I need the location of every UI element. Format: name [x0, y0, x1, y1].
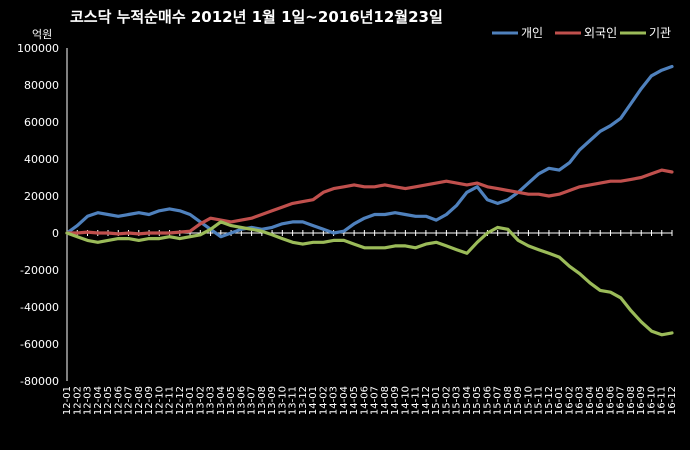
y-tick-label: -80000: [20, 375, 59, 388]
x-tick-label: 13-06: [236, 386, 247, 415]
x-tick-label: 12-01: [62, 386, 73, 415]
x-tick-label: 14-07: [370, 386, 381, 415]
y-axis-ticks: 100000 80000 60000 40000 20000 0 -20000 -40000 -…: [17, 42, 59, 388]
x-tick-label: 12-11: [165, 386, 176, 415]
x-tick-label: 16-08: [626, 386, 637, 415]
x-tick-label: 14-08: [380, 386, 391, 415]
x-tick-label: 16-03: [575, 386, 586, 415]
x-tick-label: 13-07: [247, 386, 258, 415]
x-tick-label: 16-05: [595, 386, 606, 415]
legend: 개인 외국인 기관: [492, 26, 671, 40]
series-line-2: [65, 220, 674, 337]
x-tick-label: 14-03: [329, 386, 340, 415]
x-tick-label: 15-10: [523, 386, 534, 415]
y-tick-label: -40000: [20, 301, 59, 314]
x-tick-label: 15-02: [441, 386, 452, 415]
x-tick-label: 12-10: [154, 386, 165, 415]
x-tick-label: 14-06: [359, 386, 370, 415]
y-tick-label: 0: [52, 227, 59, 240]
x-tick-label: 15-09: [513, 386, 524, 415]
x-tick-label: 14-05: [349, 386, 360, 415]
x-tick-label: 12-02: [72, 386, 83, 415]
y-tick-label: 100000: [17, 42, 59, 55]
legend-label-2: 기관: [649, 26, 671, 40]
x-tick-label: 13-09: [267, 386, 278, 415]
x-tick-label: 15-11: [534, 386, 545, 415]
x-tick-label: 15-12: [544, 386, 555, 415]
x-tick-label: 15-03: [452, 386, 463, 415]
x-tick-label: 12-12: [175, 386, 186, 415]
x-tick-label: 15-08: [503, 386, 514, 415]
x-tick-label: 15-01: [431, 386, 442, 415]
x-axis: 12-01 12-02 12-03 12-04 12-05 12-06 12-07 12-08…: [62, 48, 678, 415]
x-tick-label: 13-08: [257, 386, 268, 415]
x-tick-label: 15-05: [472, 386, 483, 415]
x-tick-label: 16-10: [646, 386, 657, 415]
series-line-1: [65, 168, 674, 236]
x-tick-label: 14-11: [411, 386, 422, 415]
x-tick-label: 14-10: [400, 386, 411, 415]
legend-label-0: 개인: [521, 26, 543, 40]
x-tick-label: 13-01: [185, 386, 196, 415]
x-tick-label: 14-09: [390, 386, 401, 415]
x-tick-label: 16-07: [616, 386, 627, 415]
x-tick-label: 12-03: [83, 386, 94, 415]
series-line-0: [65, 64, 674, 239]
x-tick-label: 13-11: [288, 386, 299, 415]
x-tick-label: 15-07: [493, 386, 504, 415]
x-tick-label: 16-01: [554, 386, 565, 415]
x-tick-label: 12-08: [134, 386, 145, 415]
y-tick-label: 40000: [24, 153, 59, 166]
x-tick-label: 13-03: [206, 386, 217, 415]
x-tick-label: 16-04: [585, 386, 596, 415]
x-tick-label: 16-12: [667, 386, 678, 415]
x-tick-label: 12-07: [124, 386, 135, 415]
y-tick-label: 60000: [24, 116, 59, 129]
legend-label-1: 외국인: [584, 26, 617, 40]
x-tick-label: 12-09: [144, 386, 155, 415]
x-tick-label: 14-02: [318, 386, 329, 415]
x-tick-label: 13-05: [226, 386, 237, 415]
x-tick-label: 12-05: [103, 386, 114, 415]
x-tick-label: 16-09: [636, 386, 647, 415]
x-tick-label: 16-06: [605, 386, 616, 415]
x-tick-label: 14-01: [308, 386, 319, 415]
x-tick-label: 16-02: [564, 386, 575, 415]
chart-title: 코스닥 누적순매수 2012년 1월 1일~2016년12월23일: [70, 8, 443, 26]
x-tick-label: 13-02: [195, 386, 206, 415]
x-tick-label: 16-11: [657, 386, 668, 415]
series-lines: [65, 64, 674, 337]
x-tick-label: 15-04: [462, 386, 473, 415]
y-tick-label: -20000: [20, 264, 59, 277]
x-tick-label: 14-04: [339, 386, 350, 415]
x-tick-label: 13-12: [298, 386, 309, 415]
y-tick-label: 20000: [24, 190, 59, 203]
y-axis-label: 억원: [32, 28, 52, 41]
x-tick-label: 13-04: [216, 386, 227, 415]
y-tick-label: -60000: [20, 338, 59, 351]
x-tick-label: 12-04: [93, 386, 104, 415]
y-tick-label: 80000: [24, 79, 59, 92]
x-tick-label: 13-10: [277, 386, 288, 415]
x-tick-label: 15-06: [482, 386, 493, 415]
x-tick-label: 12-06: [113, 386, 124, 415]
x-tick-label: 14-12: [421, 386, 432, 415]
